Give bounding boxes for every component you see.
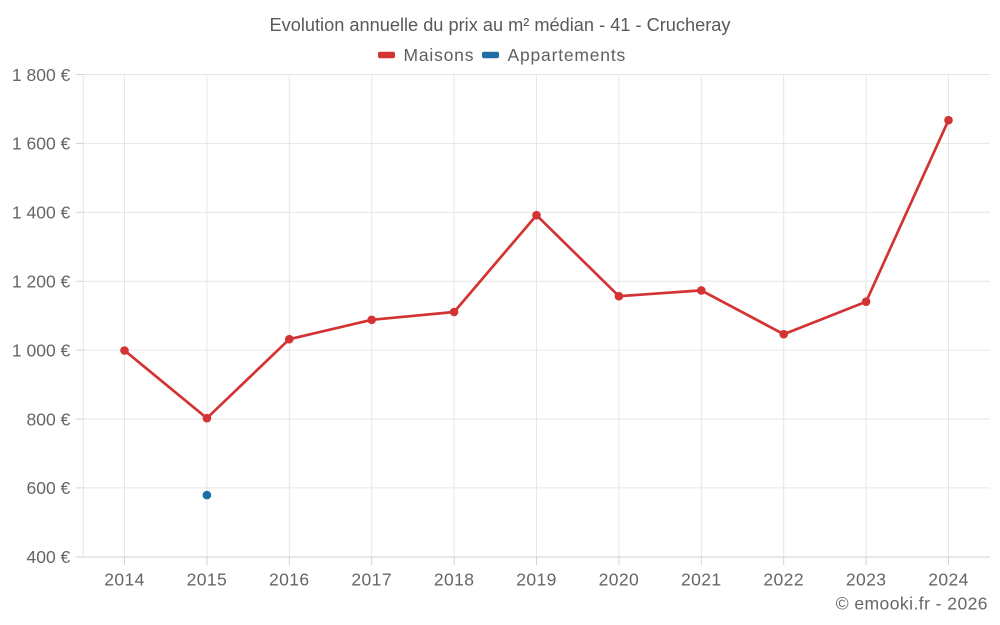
svg-text:800 €: 800 € <box>27 409 71 429</box>
svg-text:2021: 2021 <box>681 570 722 590</box>
svg-text:1 800 €: 1 800 € <box>12 65 71 85</box>
svg-text:1 000 €: 1 000 € <box>12 340 71 360</box>
svg-text:1 400 €: 1 400 € <box>12 203 71 223</box>
svg-text:2024: 2024 <box>928 570 969 590</box>
svg-text:600 €: 600 € <box>27 478 71 498</box>
svg-text:2022: 2022 <box>763 570 804 590</box>
svg-text:© emooki.fr - 2026: © emooki.fr - 2026 <box>836 593 988 613</box>
svg-text:1 200 €: 1 200 € <box>12 272 71 292</box>
svg-text:2014: 2014 <box>104 570 145 590</box>
svg-text:1 600 €: 1 600 € <box>12 134 71 154</box>
svg-text:2018: 2018 <box>434 570 475 590</box>
svg-text:Maisons: Maisons <box>404 45 475 65</box>
svg-text:2023: 2023 <box>846 570 887 590</box>
svg-text:Appartements: Appartements <box>508 45 627 65</box>
svg-text:2020: 2020 <box>599 570 640 590</box>
svg-text:2015: 2015 <box>187 570 228 590</box>
svg-text:400 €: 400 € <box>27 547 71 567</box>
svg-text:2019: 2019 <box>516 570 557 590</box>
svg-text:2016: 2016 <box>269 570 310 590</box>
svg-text:2017: 2017 <box>351 570 392 590</box>
svg-text:Evolution annuelle du prix au: Evolution annuelle du prix au m² médian … <box>270 15 732 35</box>
